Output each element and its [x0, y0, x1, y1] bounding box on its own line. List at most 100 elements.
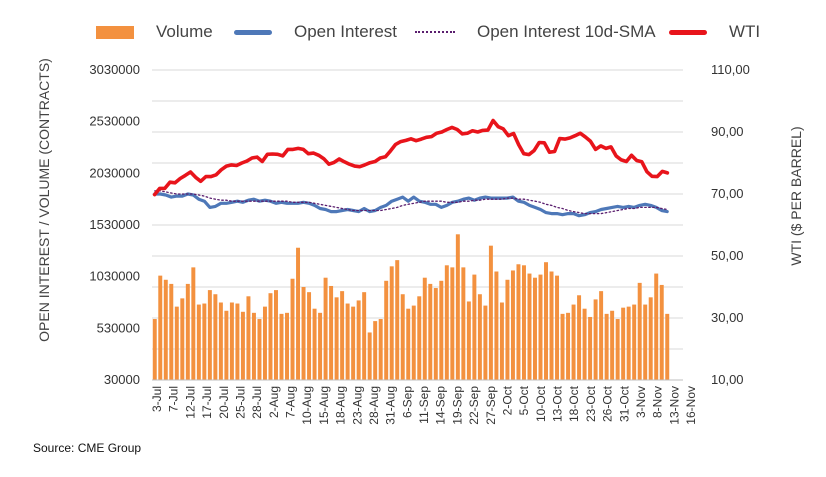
series-lines: [152, 118, 670, 218]
volume-bar: [632, 304, 637, 380]
x-tick-label: 26-Oct: [601, 385, 615, 422]
volume-bar: [213, 294, 218, 380]
volume-bar: [251, 312, 256, 380]
volume-bar: [422, 277, 427, 380]
volume-bar: [654, 273, 659, 380]
x-tick-label: 5-Oct: [517, 385, 531, 415]
volume-bar: [626, 306, 631, 380]
x-tick-label: 11-Sep: [417, 386, 431, 424]
volume-bar: [351, 306, 356, 380]
volume-bar: [301, 287, 306, 380]
volume-bars: [152, 234, 670, 380]
volume-bar: [538, 274, 543, 380]
x-tick-label: 7-Jul: [167, 386, 181, 412]
volume-bar: [406, 308, 411, 380]
volume-bar: [340, 291, 345, 380]
volume-bar: [582, 308, 587, 380]
x-tick-label: 27-Sep: [484, 386, 498, 425]
wti-swatch: [669, 29, 707, 35]
gridlines: [152, 69, 683, 381]
volume-bar: [246, 296, 251, 380]
volume-bar: [450, 267, 455, 380]
volume-bar: [169, 283, 174, 380]
volume-bar: [329, 285, 334, 380]
x-tick-label: 20-Jul: [217, 386, 231, 419]
x-tick-label: 25-Jul: [233, 386, 247, 419]
x-tick-label: 17-Jul: [200, 386, 214, 419]
volume-bar: [544, 262, 548, 380]
x-tick-label: 13-Oct: [551, 385, 565, 422]
volume-bar: [516, 264, 521, 380]
volume-bar: [477, 294, 482, 380]
volume-bar: [560, 313, 565, 380]
legend-item-oi-sma: Open Interest 10d-SMA: [415, 19, 656, 45]
x-tick-label: 2-Aug: [267, 386, 281, 418]
x-tick-label: 31-Aug: [384, 386, 398, 425]
x-tick-label: 18-Oct: [567, 385, 581, 422]
x-tick-label: 31-Oct: [617, 385, 631, 422]
volume-bar: [229, 302, 234, 380]
volume-bar: [268, 293, 273, 380]
left-axis-title: OPEN INTEREST / VOLUME (CONTRACTS): [36, 58, 52, 342]
volume-bar: [505, 279, 510, 380]
volume-bar: [466, 301, 471, 380]
volume-bar: [411, 305, 416, 380]
oi-sma-swatch: [415, 31, 455, 33]
volume-bar: [334, 297, 339, 380]
volume-bar: [510, 270, 515, 380]
volume-bar: [345, 303, 350, 380]
volume-bar: [566, 312, 571, 380]
right-tick-label: 10,00: [711, 372, 744, 387]
volume-bar: [610, 310, 615, 380]
legend-label-volume: Volume: [156, 22, 213, 41]
volume-bar: [257, 319, 262, 380]
volume-bar: [174, 306, 179, 380]
volume-bar: [433, 288, 438, 380]
volume-bar: [648, 297, 653, 380]
volume-bar: [296, 247, 301, 380]
volume-bar: [428, 283, 433, 380]
volume-bar: [202, 303, 207, 380]
x-tick-label: 14-Sep: [434, 386, 448, 425]
x-tick-label: 12-Jul: [183, 386, 197, 419]
legend-label-open-interest: Open Interest: [294, 22, 398, 41]
volume-bar: [152, 319, 157, 380]
x-tick-label: 23-Oct: [584, 385, 598, 422]
volume-bar: [362, 292, 367, 380]
volume-bar: [395, 260, 400, 380]
x-tick-label: 19-Sep: [450, 386, 464, 425]
volume-bar: [577, 295, 582, 380]
volume-bar: [378, 319, 383, 380]
volume-bar: [527, 273, 532, 380]
x-tick-label: 23-Aug: [350, 386, 364, 425]
x-tick-label: 8-Nov: [651, 386, 665, 418]
legend-item-volume: Volume: [96, 19, 213, 45]
volume-bar: [521, 265, 526, 380]
left-tick-label: 2030000: [89, 165, 140, 180]
volume-bar: [571, 304, 576, 380]
volume-bar: [400, 294, 405, 380]
volume-bar: [439, 280, 444, 380]
volume-bar: [307, 292, 312, 380]
x-tick-label: 18-Aug: [334, 386, 348, 425]
right-tick-label: 70,00: [711, 186, 744, 201]
right-axis-ticks: 10,00 30,00 50,00 70,00 90,00 110,00: [711, 62, 750, 387]
volume-bar: [555, 275, 560, 380]
volume-bar: [180, 298, 185, 380]
volume-bar: [593, 299, 598, 380]
x-tick-label: 16-Nov: [684, 386, 698, 425]
volume-bar: [499, 302, 504, 380]
volume-bar: [279, 313, 284, 380]
right-axis-title: WTI ($ PER BARREL): [788, 126, 804, 266]
volume-bar: [417, 296, 422, 380]
volume-bar: [659, 284, 664, 380]
x-tick-label: 22-Sep: [467, 386, 481, 425]
volume-bar: [389, 266, 394, 380]
legend: Volume Open Interest Open Interest 10d-S…: [0, 19, 826, 45]
volume-bar: [240, 311, 245, 380]
left-tick-label: 3030000: [89, 62, 140, 77]
volume-bar: [533, 277, 537, 380]
volume-bar: [318, 312, 323, 380]
volume-bar: [285, 312, 289, 380]
